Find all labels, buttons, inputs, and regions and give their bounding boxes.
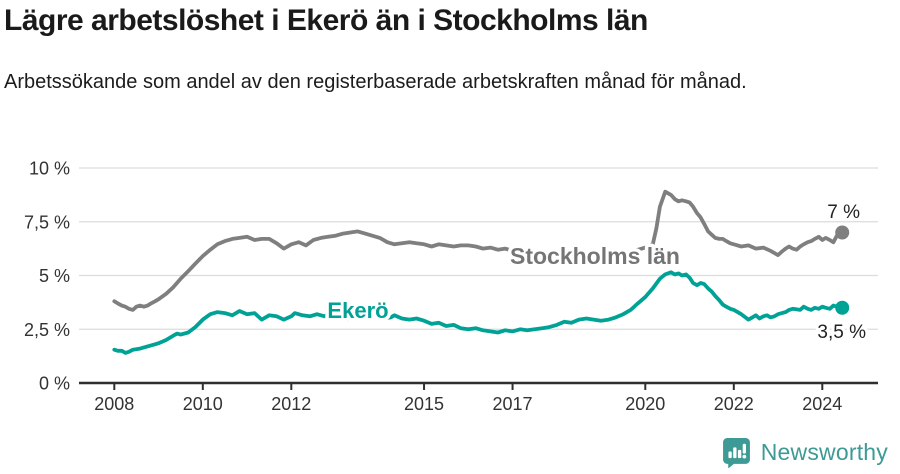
brand-name: Newsworthy	[760, 439, 888, 465]
x-axis-tick-label: 2015	[404, 394, 444, 414]
y-axis-tick-label: 10 %	[29, 159, 70, 179]
y-axis-tick-label: 2,5 %	[24, 320, 70, 340]
series-endpoint-dot	[835, 225, 850, 240]
y-axis-tick-label: 0 %	[39, 374, 70, 394]
y-axis-tick-label: 5 %	[39, 266, 70, 286]
x-axis-tick-label: 2008	[94, 394, 134, 414]
series-label-stockholms-lan: Stockholms län	[510, 243, 680, 269]
series-line-ekero	[112, 270, 845, 355]
x-axis-tick-label: 2024	[802, 394, 842, 414]
series-endpoint-dot	[835, 300, 850, 315]
page-title: Lägre arbetslöshet i Ekerö än i Stockhol…	[4, 4, 648, 37]
x-axis-tick-label: 2010	[183, 394, 223, 414]
x-axis-tick-label: 2020	[625, 394, 665, 414]
x-axis-tick-label: 2022	[714, 394, 754, 414]
end-value-label-ekero: 3,5 %	[817, 322, 866, 343]
x-axis-tick-label: 2012	[271, 394, 311, 414]
series-label-ekero: Ekerö	[327, 298, 388, 323]
exclamation-dot	[742, 454, 746, 459]
line-chart-canvas: 0 % 2,5 % 5 % 7,5 % 10 % 2008 2010 2012 2015 2017…	[24, 159, 878, 414]
y-axis-tick-label: 7,5 %	[24, 212, 70, 232]
unemployment-line-chart: 0 % 2,5 % 5 % 7,5 % 10 % 2008 2010 2012 2015 2017…	[0, 140, 900, 440]
chart-subtitle: Arbetssökande som andel av den registerb…	[4, 70, 747, 93]
bar-chart-speech-bubble-icon	[722, 438, 750, 468]
bar-2	[732, 447, 737, 459]
exclamation-bar	[742, 443, 746, 454]
bar-3	[737, 449, 741, 459]
series-line-stockholms-lan	[112, 189, 845, 312]
end-value-label-stockholms-lan: 7 %	[827, 202, 860, 223]
x-axis-tick-label: 2017	[493, 394, 533, 414]
chart-header: Lägre arbetslöshet i Ekerö än i Stockhol…	[4, 4, 884, 98]
bar-1	[728, 451, 732, 459]
brand-footer: Newsworthy	[721, 437, 888, 468]
